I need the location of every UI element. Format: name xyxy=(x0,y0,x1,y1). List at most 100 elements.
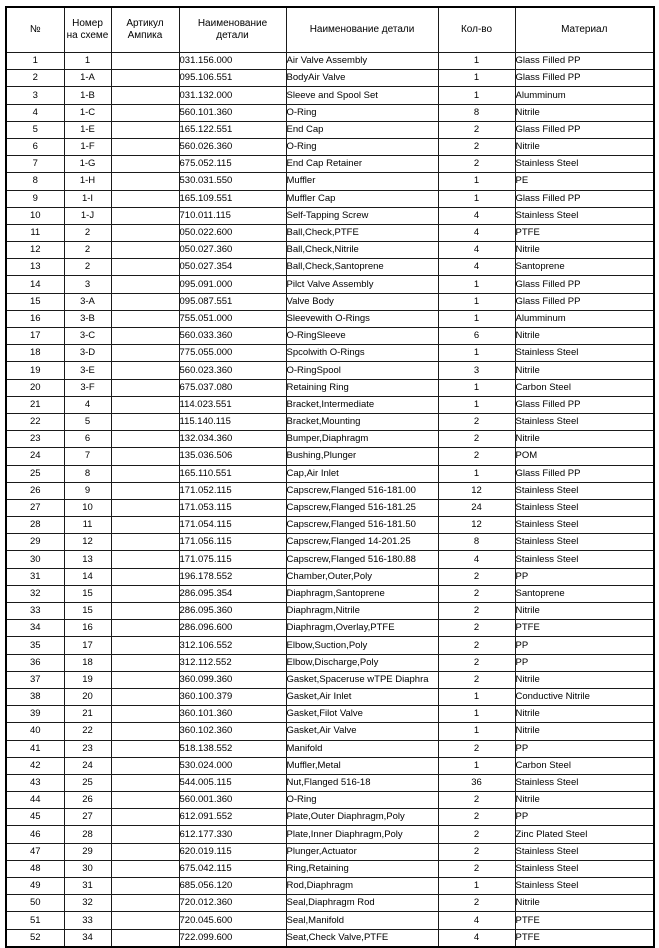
cell-scheme: 1-E xyxy=(63,120,112,139)
table-row: 11 2 050.022.600 Ball,Check,PTFE 4 PTFE xyxy=(5,223,655,243)
cell-material: Stainless Steel xyxy=(514,533,655,552)
cell-material: Stainless Steel xyxy=(514,481,655,500)
cell-material: Stainless Steel xyxy=(514,773,655,793)
cell-part-number: 114.023.551 xyxy=(178,395,287,414)
cell-qty: 4 xyxy=(437,258,516,277)
cell-num: 31 xyxy=(5,567,65,586)
cell-article xyxy=(110,911,180,930)
cell-part-number: 312.112.552 xyxy=(178,653,287,672)
cell-qty: 4 xyxy=(437,206,516,225)
cell-scheme: 12 xyxy=(63,533,112,552)
cell-material: PP xyxy=(514,739,655,758)
cell-part-number: 095.091.000 xyxy=(178,275,287,294)
cell-part-number: 560.001.360 xyxy=(178,791,287,810)
cell-article xyxy=(110,481,180,500)
cell-part-name: Capscrew,Flanged 516-181.50 xyxy=(285,516,439,535)
cell-article xyxy=(110,876,180,896)
cell-part-name: Gasket,Air Valve xyxy=(285,722,439,741)
cell-part-number: 031.132.000 xyxy=(178,86,287,105)
cell-material: Nitrile xyxy=(514,430,655,449)
cell-scheme: 2 xyxy=(63,258,112,277)
cell-article xyxy=(110,189,180,208)
table-row: 21 4 114.023.551 Bracket,Intermediate 1 Glass… xyxy=(5,395,655,414)
cell-num: 48 xyxy=(5,859,65,879)
cell-part-number: 132.034.360 xyxy=(178,430,287,449)
cell-num: 29 xyxy=(5,533,65,552)
cell-part-number: 360.101.360 xyxy=(178,705,287,724)
cell-part-name: Plate,Inner Diaphragm,Poly xyxy=(285,825,439,844)
cell-scheme: 3 xyxy=(63,275,112,294)
col-header-num: № xyxy=(5,6,65,53)
cell-qty: 1 xyxy=(437,189,516,208)
cell-part-name: Capscrew,Flanged 516-181.00 xyxy=(285,481,439,500)
cell-scheme: 19 xyxy=(63,670,112,689)
table-row: 24 7 135.036.506 Bushing,Plunger 2 POM xyxy=(5,447,655,466)
cell-part-name: Bumper,Diaphragm xyxy=(285,430,439,449)
cell-qty: 8 xyxy=(437,103,516,122)
cell-scheme: 27 xyxy=(63,808,112,827)
cell-qty: 2 xyxy=(437,859,516,879)
cell-part-name: Ball,Check,Santoprene xyxy=(285,258,439,277)
cell-num: 36 xyxy=(5,653,65,672)
cell-material: Stainless Steel xyxy=(514,206,655,225)
cell-part-name: Diaphragm,Santoprene xyxy=(285,584,439,604)
cell-qty: 2 xyxy=(437,584,516,604)
cell-part-name: End Cap xyxy=(285,120,439,139)
cell-num: 23 xyxy=(5,430,65,449)
table-row: 39 21 360.101.360 Gasket,Filot Valve 1 Nitril… xyxy=(5,705,655,724)
cell-qty: 1 xyxy=(437,344,516,363)
cell-num: 28 xyxy=(5,516,65,535)
table-row: 44 26 560.001.360 O-Ring 2 Nitrile xyxy=(5,791,655,810)
cell-num: 26 xyxy=(5,481,65,500)
cell-num: 38 xyxy=(5,687,65,707)
cell-qty: 2 xyxy=(437,601,516,621)
cell-part-number: 171.075.115 xyxy=(178,550,287,569)
cell-part-number: 312.106.552 xyxy=(178,636,287,655)
cell-scheme: 22 xyxy=(63,722,112,741)
cell-material: Glass Filled PP xyxy=(514,189,655,208)
cell-scheme: 1-C xyxy=(63,103,112,122)
cell-material: Stainless Steel xyxy=(514,498,655,518)
table-row: 16 3-B 755.051.000 Sleevewith O-Rings 1 Alumm… xyxy=(5,309,655,329)
cell-scheme: 1-A xyxy=(63,69,112,88)
col-header-part-name: Наименование детали xyxy=(285,6,439,53)
table-row: 17 3-C 560.033.360 O-RingSleeve 6 Nitrile xyxy=(5,326,655,346)
cell-article xyxy=(110,412,180,432)
cell-material: Santoprene xyxy=(514,258,655,277)
cell-part-number: 530.031.550 xyxy=(178,172,287,191)
table-row: 2 1-A 095.106.551 BodyAir Valve 1 Glass Fille… xyxy=(5,69,655,88)
cell-part-number: 675.052.115 xyxy=(178,155,287,174)
cell-article xyxy=(110,103,180,122)
cell-part-name: O-Ring xyxy=(285,791,439,810)
table-row: 38 20 360.100.379 Gasket,Air Inlet 1 Conducti… xyxy=(5,687,655,707)
cell-part-number: 360.102.360 xyxy=(178,722,287,741)
cell-article xyxy=(110,447,180,466)
cell-num: 35 xyxy=(5,636,65,655)
cell-qty: 12 xyxy=(437,481,516,500)
cell-scheme: 3-F xyxy=(63,378,112,397)
cell-qty: 2 xyxy=(437,739,516,758)
cell-material: Stainless Steel xyxy=(514,412,655,432)
table-row: 27 10 171.053.115 Capscrew,Flanged 516-181.… xyxy=(5,498,655,518)
cell-num: 30 xyxy=(5,550,65,569)
cell-qty: 2 xyxy=(437,430,516,449)
cell-part-name: Ball,Check,PTFE xyxy=(285,223,439,243)
cell-qty: 2 xyxy=(437,412,516,432)
cell-qty: 2 xyxy=(437,120,516,139)
cell-part-name: Rod,Diaphragm xyxy=(285,876,439,896)
cell-part-number: 286.095.360 xyxy=(178,601,287,621)
cell-qty: 8 xyxy=(437,533,516,552)
cell-article xyxy=(110,430,180,449)
cell-scheme: 3-B xyxy=(63,309,112,329)
cell-article xyxy=(110,567,180,586)
cell-part-name: Muffler,Metal xyxy=(285,756,439,775)
cell-qty: 3 xyxy=(437,361,516,380)
cell-article xyxy=(110,687,180,707)
cell-material: Stainless Steel xyxy=(514,550,655,569)
cell-num: 40 xyxy=(5,722,65,741)
cell-qty: 1 xyxy=(437,464,516,483)
cell-qty: 2 xyxy=(437,619,516,638)
cell-article xyxy=(110,275,180,294)
cell-part-name: Gasket,Spaceruse wTPE Diaphra xyxy=(285,670,439,689)
cell-material: Stainless Steel xyxy=(514,859,655,879)
